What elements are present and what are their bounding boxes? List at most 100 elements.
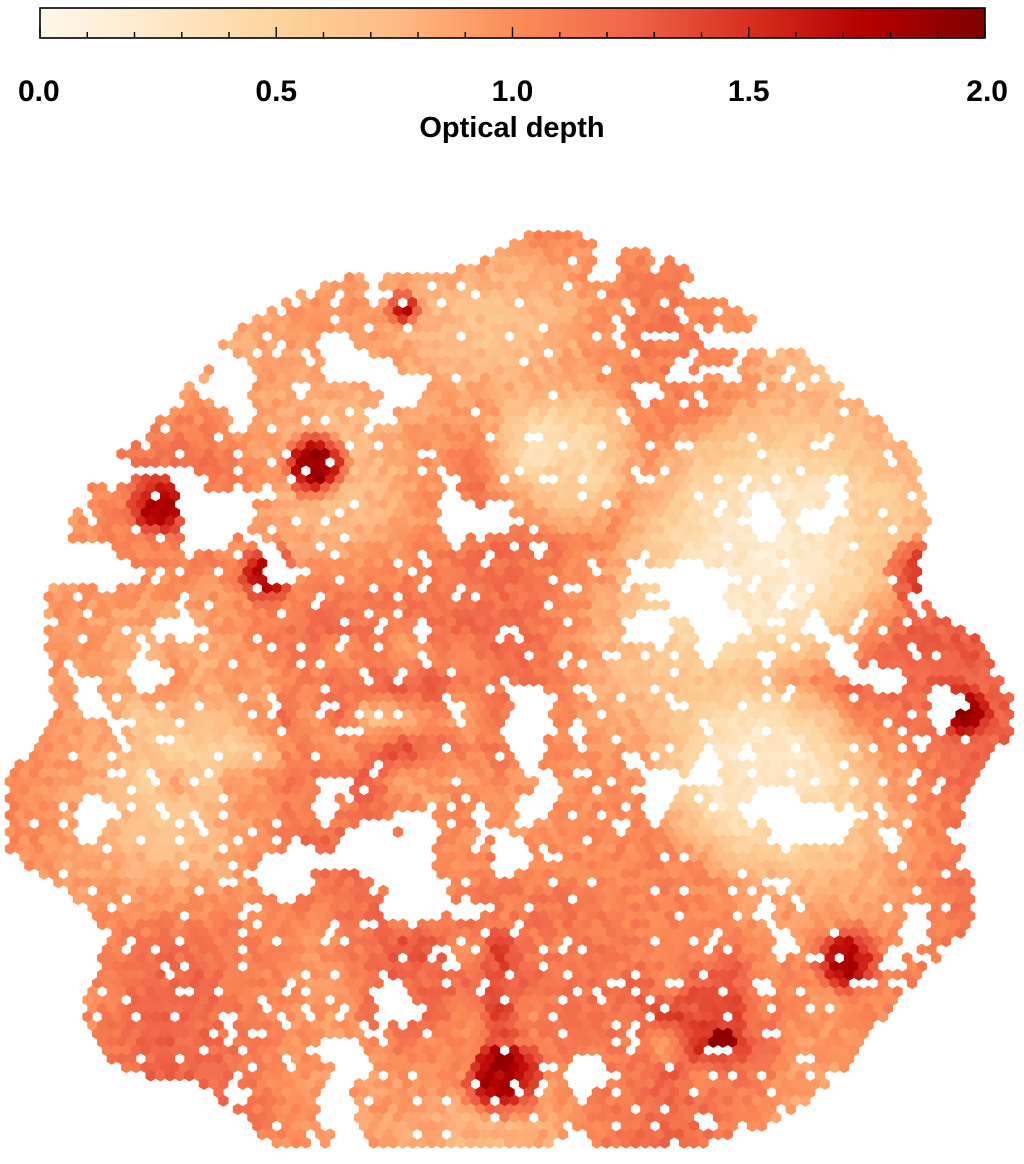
hex-cell	[722, 406, 733, 418]
hex-cell	[485, 397, 496, 410]
hex-cell	[664, 439, 675, 452]
hex-cell	[320, 313, 331, 326]
hex-cell	[446, 448, 457, 460]
hex-cell	[897, 439, 908, 452]
hex-cell	[470, 322, 481, 334]
hex-cell	[509, 355, 520, 368]
hex-cell	[184, 397, 195, 410]
hex-cell	[737, 414, 748, 427]
hex-cell	[164, 448, 176, 460]
hex-cell	[252, 431, 263, 444]
hex-cell	[368, 464, 379, 477]
hex-cell	[543, 280, 554, 292]
hex-cell	[708, 380, 719, 393]
hex-cell	[848, 456, 859, 469]
hex-cell	[300, 431, 311, 444]
hex-cell	[441, 305, 452, 318]
hex-cell	[557, 305, 568, 318]
hex-cell	[417, 397, 428, 410]
hex-cell	[543, 313, 554, 326]
hex-cell	[552, 263, 564, 276]
hex-cell	[727, 431, 738, 444]
hex-cell	[523, 414, 535, 427]
hex-cell	[586, 422, 598, 435]
hex-cell	[150, 422, 161, 435]
hex-cell	[451, 271, 462, 284]
hex-cell	[295, 422, 307, 435]
hex-cell	[354, 422, 365, 435]
hex-cell	[552, 364, 564, 376]
hex-cell	[703, 422, 714, 435]
hex-cell	[805, 448, 816, 460]
hex-cell	[766, 414, 777, 427]
hex-cell	[523, 397, 535, 410]
hex-cell	[635, 288, 646, 301]
hex-cell	[552, 380, 564, 393]
hex-cell	[572, 448, 583, 460]
hex-cell	[601, 330, 612, 343]
hex-cell	[543, 263, 554, 276]
hex-cell	[606, 288, 617, 301]
hex-cell	[276, 389, 287, 402]
hex-cell	[344, 288, 355, 301]
hex-cell	[528, 439, 539, 452]
hex-cell	[310, 364, 321, 376]
hex-cell	[494, 364, 505, 376]
hex-cell	[179, 389, 190, 402]
hex-cell	[640, 280, 651, 292]
hex-cell	[271, 464, 282, 477]
hex-cell	[727, 313, 738, 326]
hex-cell	[392, 422, 404, 435]
hex-cell	[756, 364, 767, 376]
hex-cell	[417, 330, 428, 343]
hex-cell	[732, 439, 743, 452]
hex-cell	[514, 263, 525, 276]
hex-cell	[533, 263, 544, 276]
hex-cell	[591, 448, 602, 460]
hex-cell	[295, 305, 307, 318]
hex-cell	[742, 456, 753, 469]
hex-cell	[334, 389, 345, 402]
hex-cell	[712, 389, 724, 402]
hex-cell	[368, 448, 379, 460]
hex-cell	[785, 414, 796, 427]
hex-cell	[349, 397, 360, 410]
hex-cell	[247, 389, 258, 402]
hex-cell	[679, 448, 690, 460]
hex-cell	[320, 397, 331, 410]
hex-cell	[514, 364, 525, 376]
hex-cell	[654, 355, 665, 368]
hex-cell	[732, 456, 743, 469]
hex-cell	[591, 431, 602, 444]
hex-cell	[538, 355, 549, 368]
hex-cell	[179, 456, 190, 469]
hex-cell	[421, 338, 433, 351]
hex-cell	[892, 448, 903, 460]
hex-cell	[708, 448, 719, 460]
hex-cell	[417, 364, 428, 376]
hex-cell	[809, 456, 821, 469]
hex-cell	[538, 406, 549, 418]
hex-cell	[669, 431, 680, 444]
hex-cell	[189, 406, 200, 418]
hex-cell	[625, 288, 636, 301]
hex-cell	[286, 406, 297, 418]
hex-cell	[819, 389, 830, 402]
hex-cell	[712, 355, 724, 368]
hex-cell	[276, 322, 287, 334]
hex-cell	[417, 414, 428, 427]
hex-cell	[295, 338, 307, 351]
hex-cell	[615, 372, 627, 385]
hex-cell	[392, 338, 404, 351]
hex-cell	[383, 439, 394, 452]
hex-cell	[281, 296, 292, 309]
hex-cell	[494, 380, 505, 393]
hex-cell	[475, 330, 486, 343]
hex-cell	[800, 372, 811, 385]
hex-cell	[480, 372, 491, 385]
hex-cell	[518, 254, 530, 267]
hex-cell	[543, 397, 554, 410]
hex-cell	[310, 330, 321, 343]
hex-cell	[518, 456, 530, 469]
hex-cell	[320, 464, 331, 477]
